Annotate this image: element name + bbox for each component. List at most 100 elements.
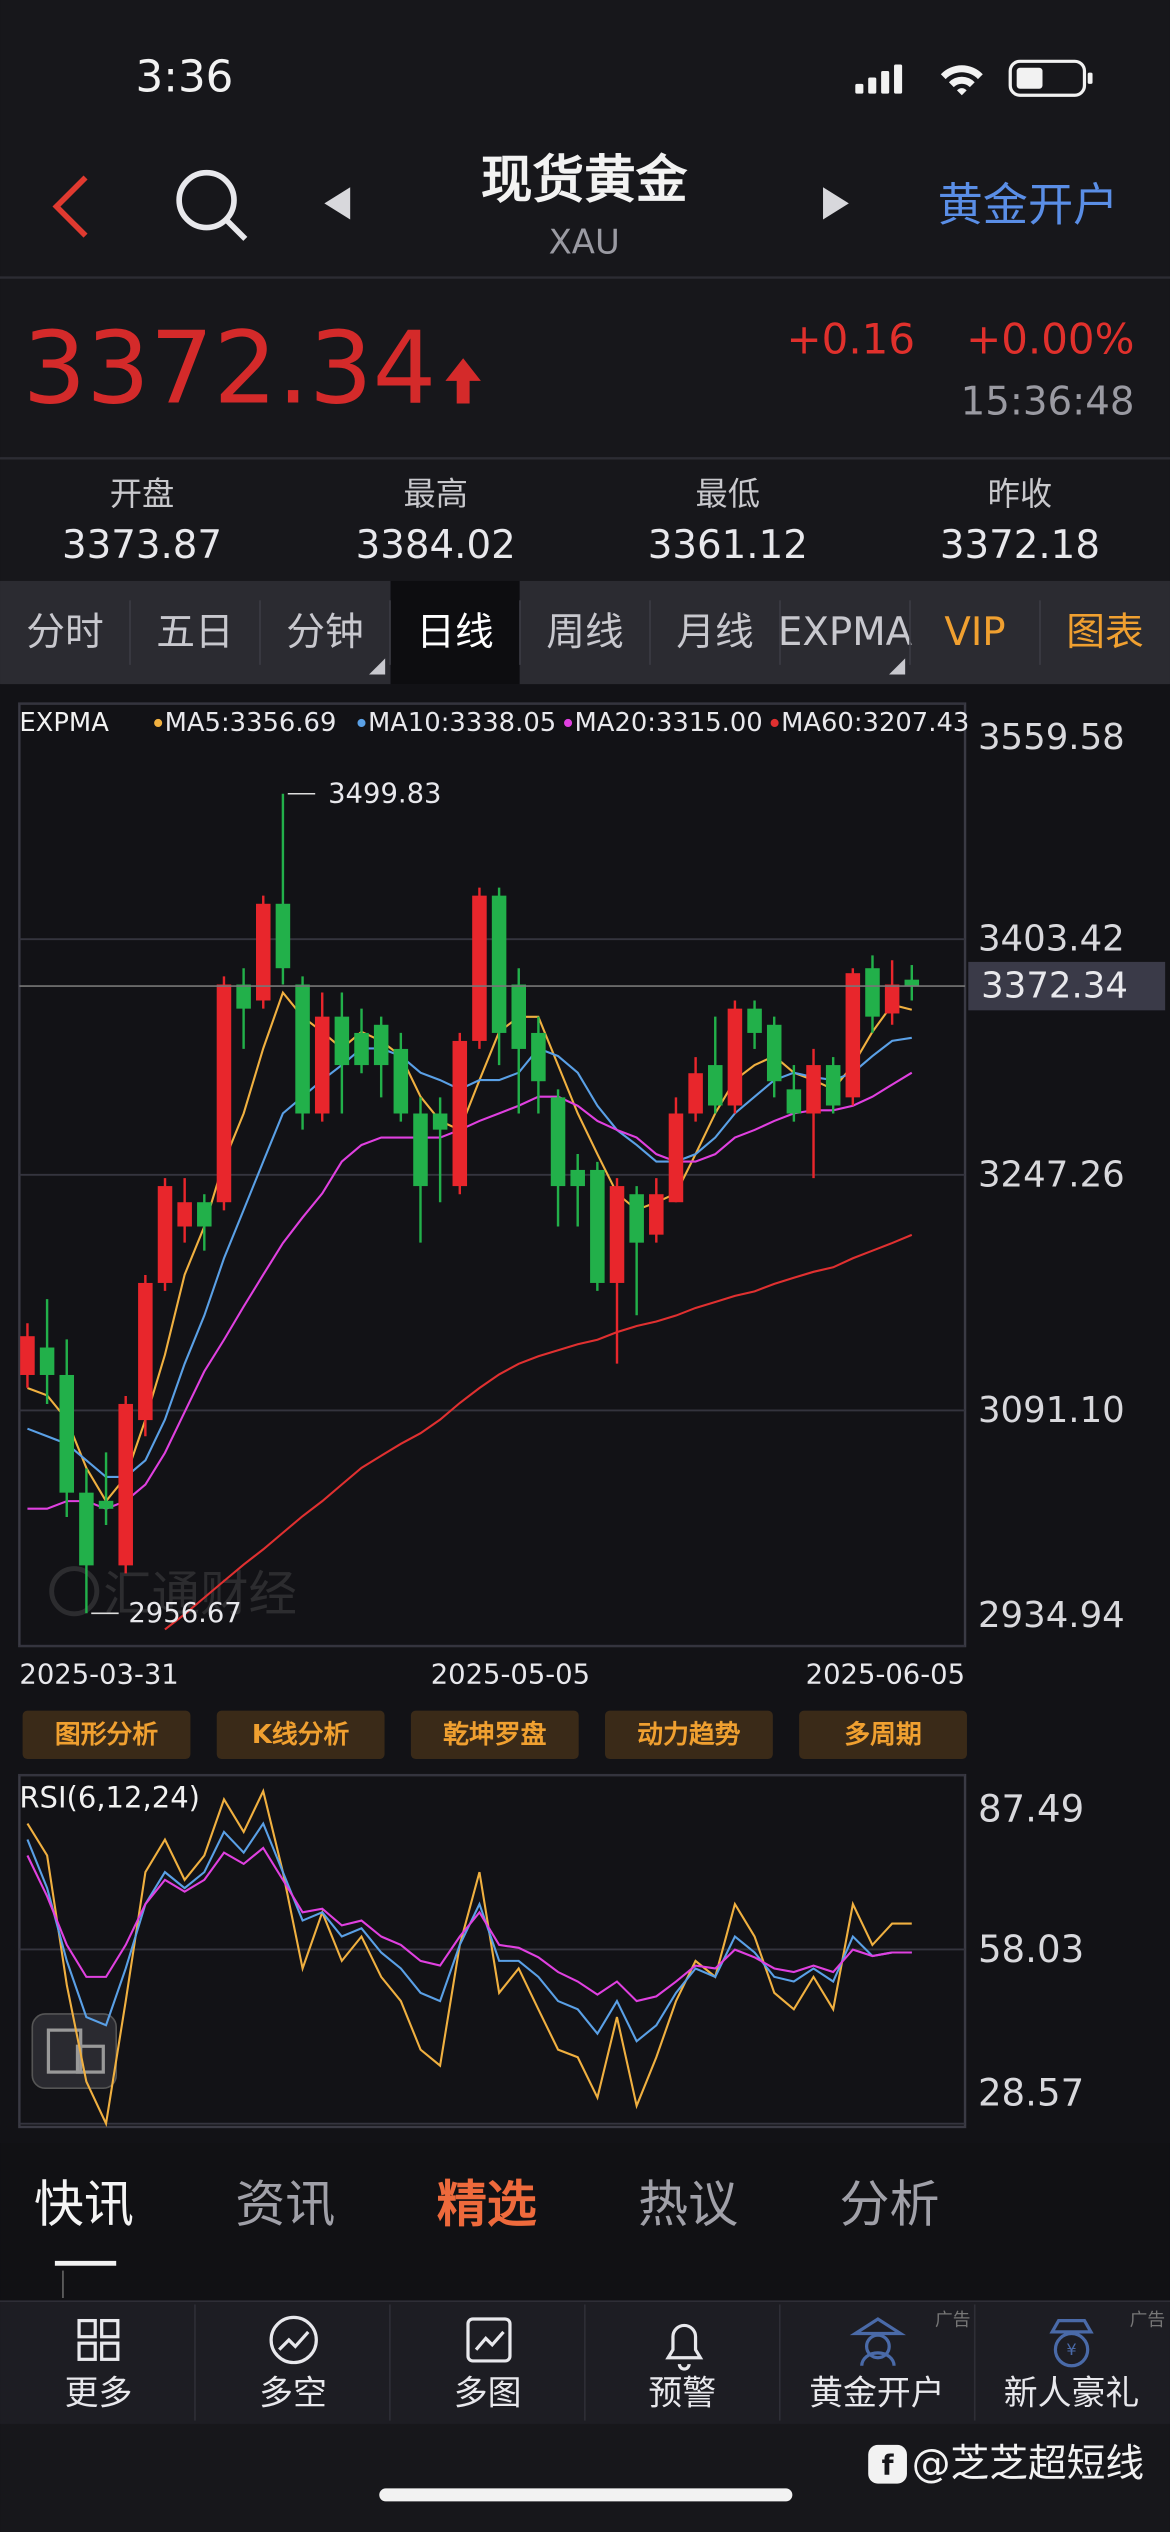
- tool-button[interactable]: 图形分析: [55, 1720, 158, 1750]
- candle-body: [354, 1032, 369, 1066]
- nav-label[interactable]: 多空: [259, 2374, 327, 2413]
- news-tab[interactable]: 热议: [638, 2175, 738, 2233]
- back-button[interactable]: [52, 175, 88, 238]
- nav-label[interactable]: 更多: [65, 2374, 133, 2413]
- chart-watermark: 汇通财经: [49, 1566, 297, 1622]
- ad-tag: 广告: [935, 2310, 971, 2331]
- nav-label[interactable]: 预警: [648, 2374, 716, 2413]
- news-tab[interactable]: 分析: [839, 2175, 939, 2233]
- tool-button[interactable]: K线分析: [252, 1720, 350, 1750]
- candle-body: [747, 1008, 762, 1033]
- candle-body: [590, 1169, 605, 1283]
- stat-label: 最高: [403, 475, 468, 513]
- search-button[interactable]: [176, 169, 248, 241]
- legend-entry: MA10:3338.05: [368, 708, 556, 738]
- quote-time: 15:36:48: [961, 379, 1135, 424]
- next-button[interactable]: [823, 187, 849, 220]
- tabs: 分时 五日 分钟 日线 周线 月线 EXPMA VIP 图表: [26, 600, 1144, 675]
- legend-dot: [770, 718, 779, 728]
- candle-body: [668, 1113, 684, 1203]
- tab[interactable]: 分时: [26, 610, 103, 655]
- candle-body: [766, 1024, 782, 1082]
- candle-body: [708, 1065, 723, 1106]
- tool-button[interactable]: 多周期: [844, 1720, 921, 1750]
- price: 3372.34: [23, 309, 437, 426]
- last-price-tag: [968, 961, 1166, 1011]
- news-tab[interactable]: 资讯: [235, 2175, 335, 2233]
- tool-button[interactable]: 乾坤罗盘: [443, 1719, 546, 1750]
- stat-value: 3361.12: [648, 523, 808, 568]
- tool-button-bg[interactable]: [410, 1710, 579, 1760]
- news-tabs: 快讯 资讯 精选 热议 分析: [34, 2175, 940, 2233]
- candle-body: [216, 984, 232, 1203]
- stat-value: 3384.02: [356, 523, 516, 568]
- candle-body: [20, 1336, 35, 1375]
- x-tick-label: 2025-05-05: [431, 1660, 590, 1691]
- y-tick-label: 3403.42: [978, 919, 1125, 960]
- svg-text:f: f: [882, 2450, 895, 2481]
- candle-body: [531, 1032, 546, 1082]
- candle-body: [256, 903, 271, 1001]
- home-indicator: [379, 2488, 793, 2502]
- nav-label[interactable]: 新人豪礼: [1004, 2374, 1139, 2413]
- tab[interactable]: 周线: [546, 610, 623, 655]
- legend-dot: [154, 718, 163, 728]
- series-line: [27, 1036, 912, 1478]
- candle-body: [314, 1016, 330, 1114]
- open-account[interactable]: 黄金开户: [938, 178, 1119, 231]
- prev-button[interactable]: [324, 187, 351, 220]
- candle-body: [39, 1347, 55, 1375]
- candle-body: [79, 1492, 94, 1566]
- ad-tag: 广告: [1130, 2310, 1166, 2331]
- legend-entry: MA60:3207.43: [781, 708, 969, 738]
- news-underline: [54, 2260, 117, 2266]
- indicator-label: EXPMA: [19, 708, 109, 738]
- candle-body: [491, 895, 507, 1033]
- news-tab[interactable]: 快讯: [34, 2175, 134, 2233]
- tool-button-bg[interactable]: [605, 1710, 773, 1760]
- up-arrow: [445, 358, 481, 404]
- candle-body: [550, 1097, 566, 1187]
- tool-button[interactable]: 动力趋势: [637, 1720, 740, 1750]
- candle-body: [609, 1186, 625, 1283]
- series-line: [26, 1846, 912, 2003]
- tab[interactable]: EXPMA: [778, 610, 913, 655]
- candle-body: [865, 968, 880, 1017]
- rsi-corner-icon[interactable]: [31, 2013, 118, 2090]
- candle-body: [334, 1016, 350, 1066]
- series-line: [164, 1233, 913, 1631]
- news-tab[interactable]: 精选: [437, 2175, 537, 2233]
- tab[interactable]: 分钟: [286, 610, 363, 655]
- candle-body: [884, 984, 900, 1014]
- candle-body: [629, 1194, 644, 1243]
- tool-button-bg[interactable]: [216, 1710, 385, 1760]
- status-icons: [855, 59, 1093, 97]
- high-label: 3499.83: [328, 778, 441, 809]
- stats: 开盘 3373.87 最高 3384.02 最低 3361.12 昨收 3372.18: [62, 475, 1100, 568]
- candle-body: [570, 1169, 585, 1187]
- tool-button-bg[interactable]: [22, 1710, 191, 1760]
- tool-button-bg[interactable]: [799, 1710, 967, 1760]
- candle-body: [806, 1065, 821, 1114]
- nav-label[interactable]: 多图: [454, 2374, 522, 2413]
- tab[interactable]: 日线: [416, 610, 493, 655]
- series-line: [27, 1071, 913, 1510]
- status-time: 3:36: [136, 52, 234, 102]
- creator-watermark: f @芝芝超短线: [868, 2442, 1144, 2487]
- tab-bar: [0, 580, 1170, 685]
- tab[interactable]: 月线: [676, 610, 753, 655]
- candle-body: [825, 1065, 841, 1106]
- tab[interactable]: VIP: [944, 610, 1005, 655]
- y-tick-label: 2934.94: [978, 1595, 1125, 1636]
- nav-label[interactable]: 黄金开户: [809, 2374, 945, 2413]
- candle-body: [118, 1403, 133, 1566]
- legend-entry: MA20:3315.00: [575, 708, 763, 738]
- tab[interactable]: 五日: [156, 610, 233, 655]
- tab[interactable]: 图表: [1066, 610, 1143, 655]
- legend-dot: [564, 718, 573, 728]
- x-tick-label: 2025-03-31: [19, 1660, 178, 1691]
- subtitle: XAU: [549, 223, 620, 262]
- candle-body: [413, 1113, 428, 1187]
